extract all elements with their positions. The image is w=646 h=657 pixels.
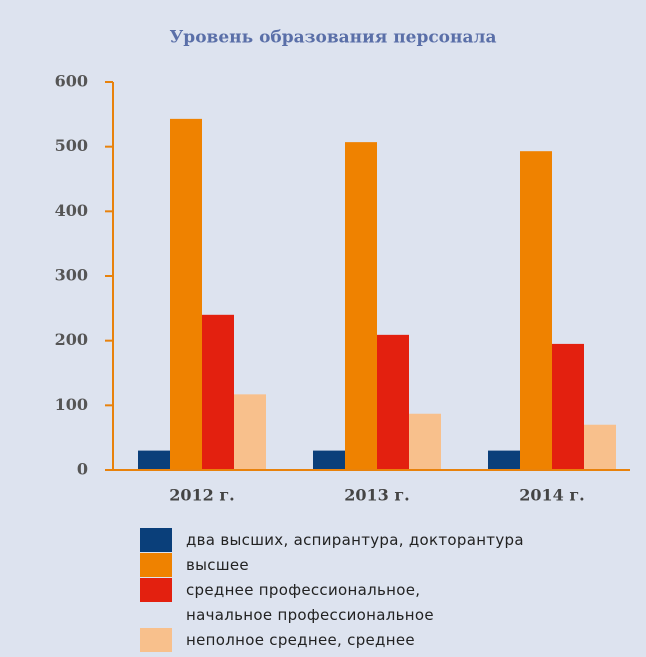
bar — [584, 424, 616, 470]
x-tick-label: 2014 г. — [519, 486, 584, 505]
legend-swatch — [140, 628, 172, 652]
bar — [313, 450, 345, 470]
legend-swatch — [140, 578, 172, 602]
bar — [488, 450, 520, 470]
y-tick-label: 600 — [55, 72, 88, 91]
y-tick-label: 200 — [55, 330, 88, 349]
x-tick-label: 2012 г. — [169, 486, 234, 505]
bar — [345, 142, 377, 470]
bar — [377, 334, 409, 470]
y-tick-label: 400 — [55, 201, 88, 220]
bar — [170, 118, 202, 471]
y-tick-label: 0 — [77, 460, 88, 479]
bar — [202, 314, 234, 470]
y-tick-label: 300 — [55, 266, 88, 285]
y-tick-label: 500 — [55, 136, 88, 155]
legend-label: высшее — [186, 555, 249, 574]
bar — [409, 413, 441, 470]
legend-label: среднее профессиональное, начальное проф… — [186, 580, 434, 624]
bar — [552, 343, 584, 470]
legend-swatch — [140, 528, 172, 552]
legend-label: два высших, аспирантура, докторантура — [186, 530, 524, 549]
legend-swatch — [140, 553, 172, 577]
bar — [520, 151, 552, 470]
legend-label: неполное среднее, среднее — [186, 630, 415, 649]
bar — [234, 394, 266, 470]
bar — [138, 450, 170, 470]
chart-title: Уровень образования персонала — [170, 28, 497, 48]
x-tick-label: 2013 г. — [344, 486, 409, 505]
y-tick-label: 100 — [55, 395, 88, 414]
